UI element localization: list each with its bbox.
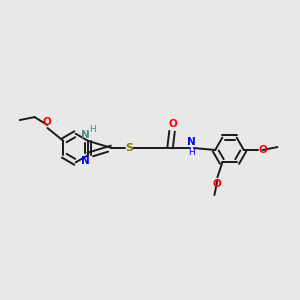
Text: N: N — [81, 130, 89, 140]
Text: N: N — [188, 137, 196, 147]
Text: N: N — [81, 156, 89, 166]
Text: H: H — [89, 125, 95, 134]
Text: O: O — [258, 145, 267, 155]
Text: O: O — [42, 117, 51, 127]
Text: S: S — [125, 143, 134, 153]
Text: O: O — [212, 179, 221, 189]
Text: H: H — [188, 148, 195, 158]
Text: O: O — [169, 119, 177, 129]
